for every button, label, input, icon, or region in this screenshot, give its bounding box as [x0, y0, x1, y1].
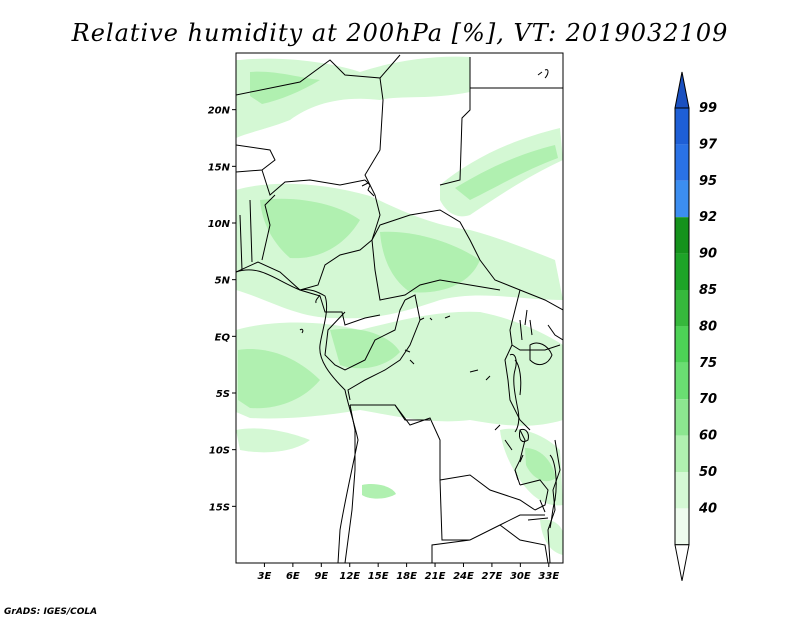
- colorbar-swatch: [675, 399, 689, 436]
- map-border: [235, 52, 564, 564]
- colorbar-swatch: [675, 362, 689, 400]
- colorbar-bottom-arrow: [674, 544, 690, 581]
- lat-tick-label: 15S: [209, 502, 230, 513]
- humidity-area-sahel-core: [260, 198, 360, 259]
- lat-tick-label: 5N: [215, 276, 231, 287]
- humidity-area-southeast-core: [525, 448, 556, 482]
- lon-tick-label: 6E: [286, 571, 300, 582]
- lat-tick-label: 10N: [208, 219, 231, 230]
- colorbar-label: 40: [698, 501, 717, 516]
- humidity-area-equatorial: [236, 311, 563, 426]
- humidity-area-central-core: [380, 231, 480, 293]
- lon-tick-label: 12E: [339, 571, 360, 582]
- colorbar-label: 95: [699, 174, 717, 189]
- lon-tick-label: 18E: [396, 571, 417, 582]
- lat-tick-label: 5S: [216, 389, 230, 400]
- lat-tick-label: EQ: [215, 332, 231, 343]
- humidity-field: [236, 56, 563, 555]
- longitude-axis: 3E 6E 9E 12E 15E 18E 21E 24E 27E 30E 33E: [258, 563, 559, 582]
- colorbar-label: 97: [699, 137, 718, 152]
- colorbar-label: 92: [699, 210, 717, 225]
- colorbar-swatch: [675, 144, 689, 181]
- humidity-area-south-patch-2: [362, 484, 396, 499]
- colorbar-swatch: [675, 508, 689, 545]
- colorbar-label: 85: [699, 283, 717, 298]
- colorbar-label: 90: [699, 247, 717, 262]
- colorbar: 99 97 95 92 90 85 80 75 70 60 50 40: [674, 71, 718, 581]
- colorbar-top-arrow: [674, 71, 690, 109]
- lon-tick-label: 27E: [482, 571, 503, 582]
- humidity-area-congo-core: [330, 328, 400, 369]
- map-title: Relative humidity at 200hPa [%], VT: 201…: [71, 19, 729, 47]
- colorbar-swatch: [675, 180, 689, 218]
- map-panel: 20N 15N 10N 5N EQ 5S 10S 15S 3E 6E 9E 12E 15E 18E 21E…: [208, 52, 564, 582]
- colorbar-label: 75: [699, 356, 717, 371]
- country-boundaries: [236, 54, 563, 563]
- humidity-area-south-patch: [236, 428, 310, 453]
- lon-tick-label: 9E: [314, 571, 328, 582]
- lon-tick-label: 33E: [538, 571, 559, 582]
- humidity-area-southwest-core: [238, 349, 320, 409]
- lon-tick-label: 3E: [258, 571, 272, 582]
- latitude-axis: 20N 15N 10N 5N EQ 5S 10S 15S: [208, 106, 236, 513]
- colorbar-swatch: [675, 217, 689, 254]
- grads-credit: GrADS: IGES/COLA: [4, 607, 97, 617]
- lat-tick-label: 15N: [208, 162, 231, 173]
- lon-tick-label: 21E: [425, 571, 446, 582]
- lon-tick-label: 30E: [510, 571, 531, 582]
- lon-tick-label: 24E: [453, 571, 474, 582]
- colorbar-label: 80: [699, 319, 717, 334]
- colorbar-swatch: [675, 472, 689, 509]
- colorbar-swatch: [675, 326, 689, 363]
- colorbar-label: 99: [699, 101, 717, 116]
- colorbar-label: 70: [699, 392, 717, 407]
- colorbar-label: 60: [699, 429, 717, 444]
- colorbar-swatch: [675, 108, 689, 145]
- colorbar-swatch: [675, 435, 689, 472]
- colorbar-swatch: [675, 290, 689, 327]
- coastlines-and-lakes: [236, 69, 557, 563]
- colorbar-label: 50: [699, 465, 717, 480]
- lat-tick-label: 20N: [208, 106, 231, 117]
- lat-tick-label: 10S: [209, 446, 230, 457]
- humidity-area-northeast-core: [455, 145, 558, 200]
- lon-tick-label: 15E: [368, 571, 389, 582]
- colorbar-swatch: [675, 253, 689, 290]
- humidity-area-south-patch-3: [540, 519, 563, 555]
